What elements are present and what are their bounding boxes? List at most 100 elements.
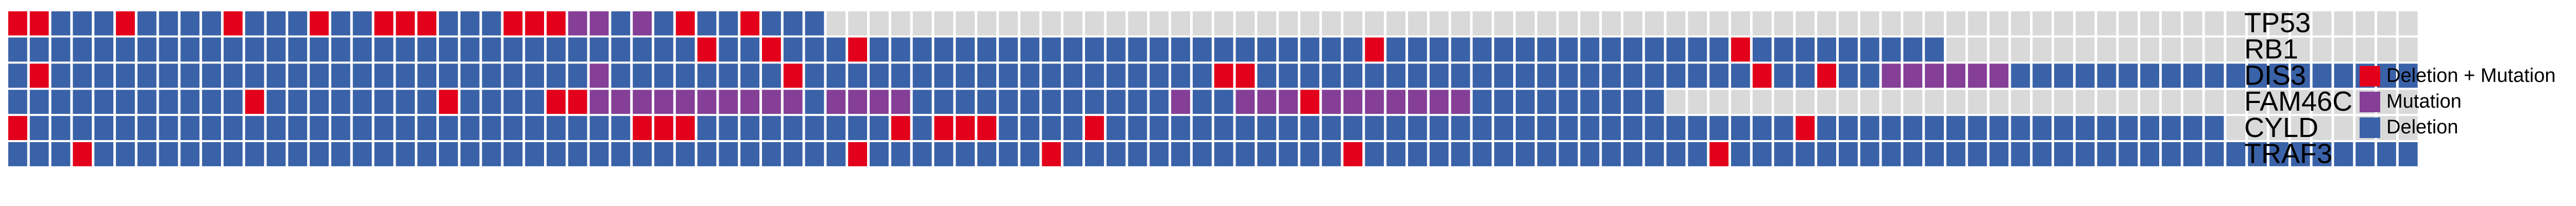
cell-traf3-31 — [654, 142, 673, 166]
cell-fam46c-89 — [1903, 90, 1923, 114]
cell-cyld-62 — [1321, 116, 1341, 140]
cell-cyld-107 — [2291, 116, 2310, 140]
cell-rb1-7 — [137, 37, 157, 62]
cell-rb1-77 — [1645, 37, 1664, 62]
cell-dis3-48 — [1020, 63, 1040, 88]
cell-fam46c-32 — [675, 90, 695, 114]
cell-rb1-57 — [1214, 37, 1233, 62]
cell-dis3-60 — [1279, 63, 1298, 88]
oncoprint-grid — [8, 11, 2418, 166]
cell-tp53-71 — [1516, 11, 1535, 36]
cell-fam46c-61 — [1300, 90, 1319, 114]
cell-traf3-81 — [1731, 142, 1750, 166]
row-rb1 — [8, 37, 2418, 62]
cell-tp53-101 — [2162, 11, 2181, 36]
cell-cyld-86 — [1839, 116, 1858, 140]
cell-rb1-110 — [2355, 37, 2375, 62]
cell-fam46c-8 — [159, 90, 178, 114]
cell-dis3-58 — [1235, 63, 1255, 88]
cell-traf3-69 — [1472, 142, 1492, 166]
cell-cyld-83 — [1774, 116, 1793, 140]
cell-cyld-100 — [2140, 116, 2159, 140]
gene-label-traf3: TRAF3 — [2244, 139, 2332, 169]
cell-tp53-20 — [417, 11, 436, 36]
cell-fam46c-53 — [1128, 90, 1147, 114]
cell-dis3-92 — [1968, 63, 1987, 88]
cell-cyld-47 — [998, 116, 1018, 140]
cell-rb1-48 — [1020, 37, 1040, 62]
cell-dis3-79 — [1688, 63, 1707, 88]
legend-label-dm: Deletion + Mutation — [2386, 65, 2555, 87]
cell-cyld-85 — [1817, 116, 1836, 140]
cell-cyld-72 — [1537, 116, 1556, 140]
cell-tp53-42 — [891, 11, 910, 36]
cell-dis3-111 — [2377, 63, 2396, 88]
cell-rb1-42 — [891, 37, 910, 62]
cell-traf3-76 — [1623, 142, 1642, 166]
cell-fam46c-73 — [1558, 90, 1578, 114]
cell-tp53-56 — [1193, 11, 1212, 36]
cell-rb1-24 — [503, 37, 523, 62]
cell-rb1-53 — [1128, 37, 1147, 62]
cell-tp53-21 — [439, 11, 458, 36]
cell-rb1-98 — [2097, 37, 2116, 62]
cell-traf3-95 — [2032, 142, 2052, 166]
cell-tp53-87 — [1860, 11, 1879, 36]
cell-traf3-103 — [2205, 142, 2224, 166]
cell-rb1-15 — [310, 37, 329, 62]
cell-fam46c-74 — [1580, 90, 1600, 114]
cell-traf3-64 — [1365, 142, 1384, 166]
gene-label-rb1: RB1 — [2244, 33, 2298, 64]
cell-dis3-96 — [2054, 63, 2073, 88]
cell-rb1-28 — [589, 37, 609, 62]
cell-fam46c-2 — [29, 90, 49, 114]
cell-traf3-106 — [2269, 142, 2289, 166]
cell-tp53-29 — [611, 11, 631, 36]
cell-dis3-56 — [1193, 63, 1212, 88]
cell-tp53-66 — [1408, 11, 1427, 36]
cell-tp53-96 — [2054, 11, 2073, 36]
cell-tp53-77 — [1645, 11, 1664, 36]
cell-dis3-22 — [460, 63, 480, 88]
cell-traf3-34 — [719, 142, 738, 166]
cell-rb1-66 — [1408, 37, 1427, 62]
row-dis3 — [8, 63, 2418, 88]
cell-tp53-15 — [310, 11, 329, 36]
cell-tp53-14 — [288, 11, 308, 36]
cell-fam46c-98 — [2097, 90, 2116, 114]
cell-tp53-54 — [1149, 11, 1169, 36]
cell-traf3-20 — [417, 142, 436, 166]
cell-rb1-25 — [525, 37, 544, 62]
cell-cyld-70 — [1494, 116, 1513, 140]
cell-cyld-35 — [740, 116, 759, 140]
cell-tp53-95 — [2032, 11, 2052, 36]
cell-traf3-108 — [2312, 142, 2332, 166]
cell-rb1-65 — [1386, 37, 1405, 62]
cell-fam46c-87 — [1860, 90, 1879, 114]
cell-tp53-26 — [547, 11, 566, 36]
cell-fam46c-56 — [1193, 90, 1212, 114]
cell-tp53-35 — [740, 11, 759, 36]
cell-cyld-105 — [2248, 116, 2267, 140]
cell-tp53-13 — [266, 11, 286, 36]
row-traf3 — [8, 142, 2418, 166]
cell-cyld-80 — [1709, 116, 1728, 140]
cell-tp53-68 — [1451, 11, 1470, 36]
cell-tp53-22 — [460, 11, 480, 36]
cell-tp53-9 — [180, 11, 200, 36]
cell-cyld-99 — [2119, 116, 2138, 140]
cell-traf3-110 — [2355, 142, 2375, 166]
cell-tp53-91 — [1946, 11, 1965, 36]
cell-traf3-53 — [1128, 142, 1147, 166]
cell-dis3-2 — [29, 63, 49, 88]
cell-fam46c-106 — [2269, 90, 2289, 114]
cell-cyld-102 — [2183, 116, 2202, 140]
cell-cyld-25 — [525, 116, 544, 140]
cell-fam46c-82 — [1752, 90, 1772, 114]
cell-traf3-87 — [1860, 142, 1879, 166]
cell-fam46c-44 — [934, 90, 954, 114]
cell-cyld-84 — [1795, 116, 1815, 140]
cell-fam46c-112 — [2398, 90, 2418, 114]
cell-rb1-14 — [288, 37, 308, 62]
cell-rb1-51 — [1085, 37, 1104, 62]
